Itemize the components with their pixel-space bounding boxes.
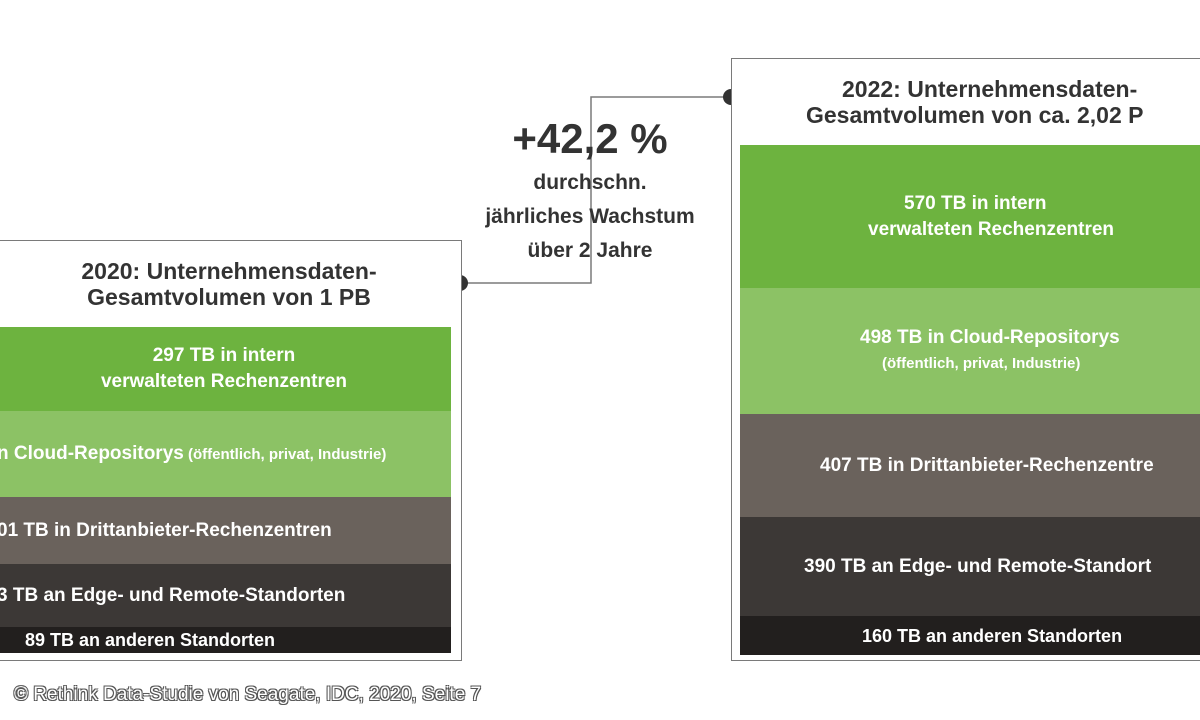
segment-label: 498 TB in Cloud-Repositorys — [860, 327, 1120, 348]
image-credit: © Rethink Data-Studie von Seagate, IDC, … — [14, 684, 482, 705]
segment-label: 570 TB in intern — [904, 192, 1047, 214]
segment-label: 407 TB in Drittanbieter-Rechenzentre — [820, 454, 1154, 476]
panel-2020-bars: 297 TB in intern verwalteten Rechenzentr… — [0, 327, 451, 653]
segment-note: (öffentlich, privat, Industrie) — [183, 446, 387, 463]
segment-2022-third-party: 407 TB in Drittanbieter-Rechenzentre — [740, 414, 1200, 517]
panel-2022: 2022: Unternehmensdaten- Gesamtvolumen v… — [731, 58, 1200, 661]
growth-callout: +42,2 % durchschn. jährliches Wachstum ü… — [450, 112, 730, 268]
segment-label: 89 TB an anderen Standorten — [25, 630, 276, 650]
panel-2020-title-line1: 2020: Unternehmensdaten- — [81, 258, 377, 284]
segment-2022-other: 160 TB an anderen Standorten — [740, 616, 1200, 655]
segment-label: n Cloud-Repositorys — [0, 443, 184, 464]
growth-line3: über 2 Jahre — [527, 239, 653, 262]
panel-2022-title-line1: 2022: Unternehmensdaten- — [842, 76, 1138, 102]
growth-line1: durchschn. — [533, 171, 647, 194]
growth-line2: jährliches Wachstum — [485, 205, 695, 228]
panel-2020: 2020: Unternehmensdaten- Gesamtvolumen v… — [0, 240, 462, 661]
segment-note: (öffentlich, privat, Industrie) — [882, 355, 1081, 372]
panel-2020-title-line2: Gesamtvolumen von 1 PB — [87, 284, 371, 310]
segment-label: 01 TB in Drittanbieter-Rechenzentren — [0, 519, 332, 541]
segment-label: verwalteten Rechenzentren — [100, 371, 348, 392]
growth-value: +42,2 % — [512, 115, 668, 162]
panel-2020-title: 2020: Unternehmensdaten- Gesamtvolumen v… — [0, 258, 461, 310]
segment-2020-internal: 297 TB in intern verwalteten Rechenzentr… — [0, 327, 451, 411]
segment-2020-edge: 3 TB an Edge- und Remote-Standorten — [0, 564, 451, 627]
segment-2020-cloud: n Cloud-Repositorys (öffentlich, privat,… — [0, 411, 451, 497]
segment-2020-third-party: 01 TB in Drittanbieter-Rechenzentren — [0, 497, 451, 564]
segment-label: verwalteten Rechenzentren — [868, 218, 1115, 240]
segment-2022-internal: 570 TB in intern verwalteten Rechenzentr… — [740, 145, 1200, 288]
segment-2022-cloud: 498 TB in Cloud-Repositorys (öffentlich,… — [740, 288, 1200, 414]
segment-2020-other: 89 TB an anderen Standorten — [0, 627, 451, 653]
segment-label: 160 TB an anderen Standorten — [862, 625, 1123, 646]
connector-line — [460, 96, 731, 284]
panel-2022-bars: 570 TB in intern verwalteten Rechenzentr… — [740, 145, 1200, 655]
panel-2022-title: 2022: Unternehmensdaten- Gesamtvolumen v… — [762, 76, 1200, 128]
segment-label: 297 TB in intern — [152, 345, 296, 366]
panel-2022-title-line2: Gesamtvolumen von ca. 2,02 P — [806, 102, 1144, 128]
growth-description: durchschn. jährliches Wachstum über 2 Ja… — [450, 166, 730, 268]
segment-label: 390 TB an Edge- und Remote-Standort — [804, 555, 1152, 577]
segment-label: 3 TB an Edge- und Remote-Standorten — [0, 584, 346, 606]
segment-2022-edge: 390 TB an Edge- und Remote-Standort — [740, 517, 1200, 616]
